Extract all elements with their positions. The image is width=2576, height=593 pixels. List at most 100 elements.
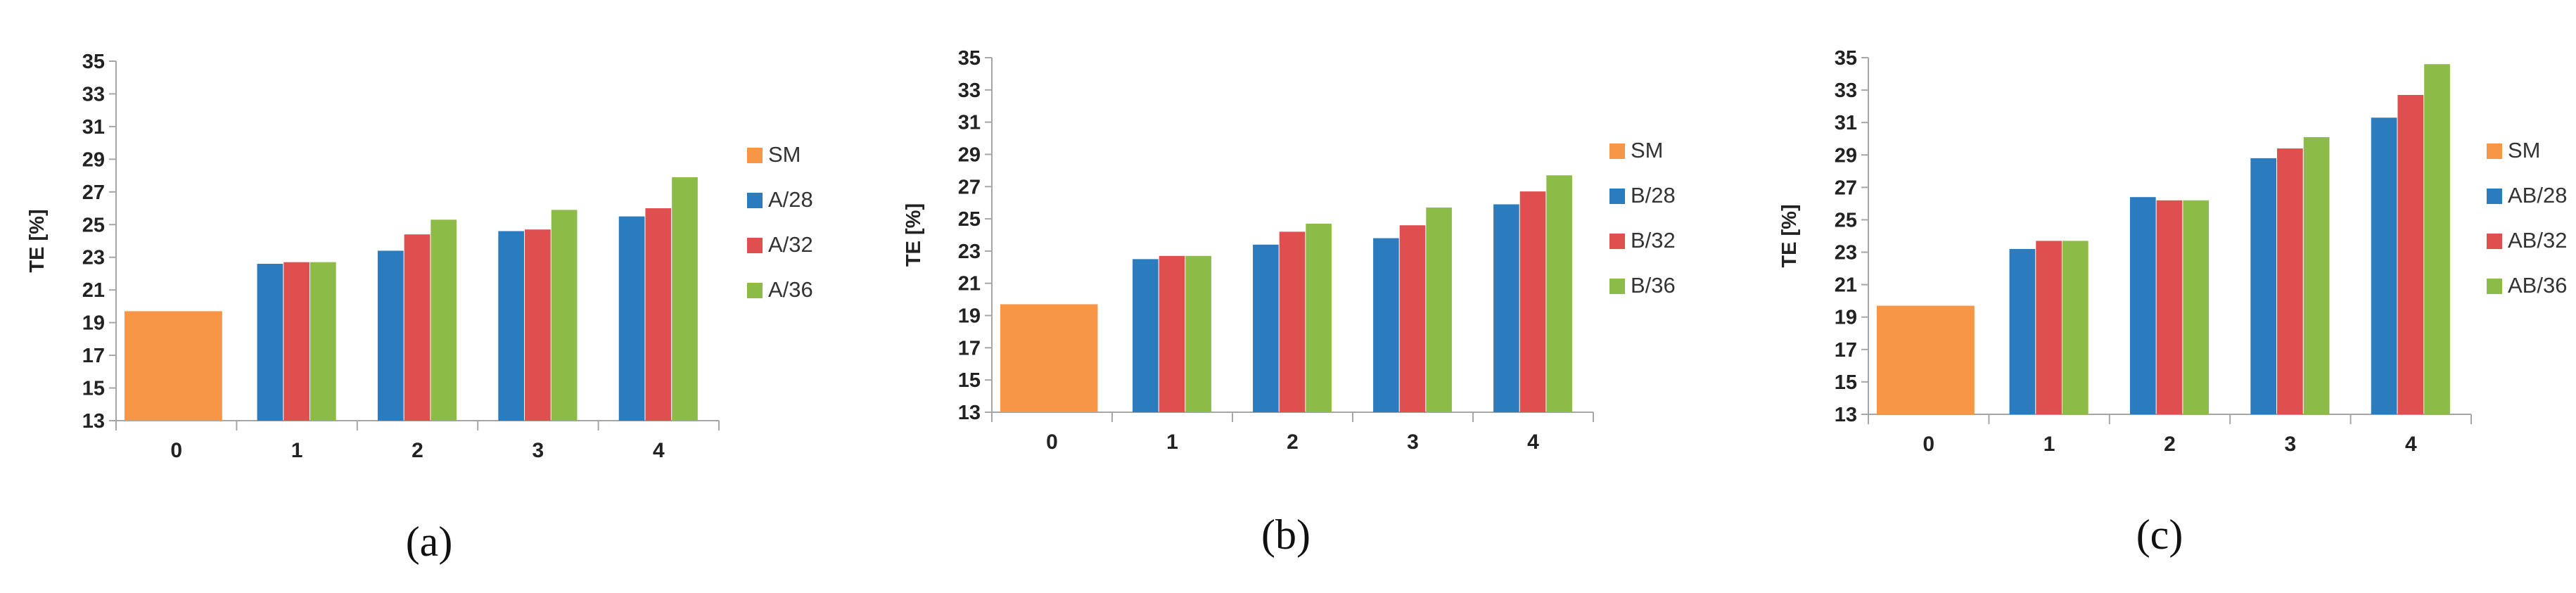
x-tick-label: 4 xyxy=(1527,431,1539,454)
y-tick-label: 29 xyxy=(958,144,981,166)
y-tick-label: 19 xyxy=(958,305,981,328)
y-tick-label: 19 xyxy=(1835,307,1857,329)
bar-a-32-cat2 xyxy=(404,234,431,421)
bar-ab-32-cat2 xyxy=(2156,200,2183,414)
y-tick-label: 15 xyxy=(82,378,105,400)
y-tick-label: 35 xyxy=(1835,47,1857,70)
panel-label: (c) xyxy=(2136,511,2183,558)
y-tick-label: 15 xyxy=(1835,371,1857,394)
y-tick-label: 17 xyxy=(1835,339,1857,362)
bar-b-36-cat3 xyxy=(1426,208,1452,412)
x-tick-label: 0 xyxy=(1923,433,1934,456)
y-tick-label: 21 xyxy=(82,279,105,302)
legend-label: A/28 xyxy=(768,187,813,212)
y-tick-label: 21 xyxy=(1835,274,1857,297)
x-tick-label: 2 xyxy=(1287,431,1299,454)
bar-ab-36-cat2 xyxy=(2183,200,2210,414)
y-tick-label: 13 xyxy=(82,410,105,433)
y-tick-label: 35 xyxy=(82,51,105,73)
panel-label: (a) xyxy=(406,518,453,565)
bar-a-36-cat3 xyxy=(551,210,578,421)
x-tick-label: 0 xyxy=(170,439,182,462)
legend-swatch xyxy=(2487,144,2502,159)
y-tick-label: 17 xyxy=(82,345,105,367)
bar-a-28-cat4 xyxy=(618,216,645,421)
legend-label: A/36 xyxy=(768,277,813,302)
bar-b-28-cat3 xyxy=(1373,238,1399,412)
y-tick-label: 31 xyxy=(958,112,981,134)
y-tick-label: 23 xyxy=(1835,242,1857,264)
legend-swatch xyxy=(2487,234,2502,249)
bar-ab-28-cat3 xyxy=(2250,158,2277,414)
legend-swatch xyxy=(747,193,763,208)
bar-b-36-cat1 xyxy=(1185,255,1211,412)
bar-sm xyxy=(124,311,222,421)
bar-a-36-cat1 xyxy=(310,262,336,421)
bar-b-32-cat3 xyxy=(1399,225,1426,412)
y-tick-label: 15 xyxy=(958,369,981,392)
legend-swatch xyxy=(2487,189,2502,204)
bar-ab-28-cat4 xyxy=(2371,117,2397,414)
y-tick-label: 31 xyxy=(1835,112,1857,134)
y-tick-label: 21 xyxy=(958,273,981,295)
x-tick-label: 1 xyxy=(291,439,303,462)
y-tick-label: 13 xyxy=(958,402,981,424)
bar-ab-32-cat4 xyxy=(2397,95,2424,414)
bar-sm xyxy=(1876,305,1975,414)
legend-label: B/28 xyxy=(1631,183,1676,208)
bar-ab-36-cat3 xyxy=(2303,136,2330,414)
legend-label: A/32 xyxy=(768,232,813,257)
legend-swatch xyxy=(1609,234,1625,249)
y-tick-label: 31 xyxy=(82,116,105,139)
bar-ab-36-cat1 xyxy=(2062,241,2089,414)
bar-a-32-cat1 xyxy=(283,262,310,421)
x-tick-label: 4 xyxy=(653,439,665,462)
legend-swatch xyxy=(1609,144,1625,159)
y-tick-label: 29 xyxy=(82,148,105,171)
legend-label: SM xyxy=(1631,138,1664,162)
bar-b-28-cat2 xyxy=(1253,244,1279,412)
legend-label: SM xyxy=(2508,138,2541,162)
bar-a-32-cat3 xyxy=(525,229,551,421)
x-tick-label: 4 xyxy=(2405,433,2417,456)
legend-label: B/32 xyxy=(1631,228,1676,253)
bar-ab-28-cat1 xyxy=(2009,248,2036,414)
bar-ab-32-cat1 xyxy=(2036,241,2062,414)
legend-swatch xyxy=(1609,189,1625,204)
x-tick-label: 1 xyxy=(1166,431,1178,454)
bar-sm xyxy=(1000,304,1098,412)
x-tick-label: 3 xyxy=(1407,431,1419,454)
y-tick-label: 33 xyxy=(1835,79,1857,102)
legend-swatch xyxy=(747,148,763,163)
x-tick-label: 3 xyxy=(2285,433,2297,456)
bar-ab-28-cat2 xyxy=(2129,197,2156,414)
panel-label: (b) xyxy=(1261,511,1311,558)
y-tick-label: 23 xyxy=(82,247,105,269)
y-tick-label: 13 xyxy=(1835,404,1857,426)
y-tick-label: 27 xyxy=(1835,177,1857,199)
legend-label: B/36 xyxy=(1631,273,1676,298)
y-tick-label: 27 xyxy=(958,176,981,198)
y-tick-label: 33 xyxy=(958,79,981,102)
bar-a-28-cat3 xyxy=(498,231,525,421)
x-tick-label: 0 xyxy=(1046,431,1058,454)
bar-ab-36-cat4 xyxy=(2424,64,2450,414)
bar-b-32-cat4 xyxy=(1519,191,1546,412)
y-tick-label: 25 xyxy=(82,214,105,236)
y-tick-label: 33 xyxy=(82,83,105,106)
x-tick-label: 2 xyxy=(2164,433,2176,456)
y-tick-label: 25 xyxy=(1835,209,1857,231)
bar-b-32-cat1 xyxy=(1159,255,1185,412)
legend-swatch xyxy=(1609,279,1625,294)
legend-swatch xyxy=(747,238,763,253)
bar-b-36-cat4 xyxy=(1546,175,1572,412)
x-tick-label: 2 xyxy=(412,439,423,462)
bar-b-28-cat1 xyxy=(1133,259,1159,412)
legend-swatch xyxy=(2487,279,2502,294)
y-tick-label: 35 xyxy=(958,47,981,70)
y-tick-label: 27 xyxy=(82,181,105,204)
y-tick-label: 19 xyxy=(82,312,105,335)
legend-label: AB/32 xyxy=(2508,228,2567,253)
